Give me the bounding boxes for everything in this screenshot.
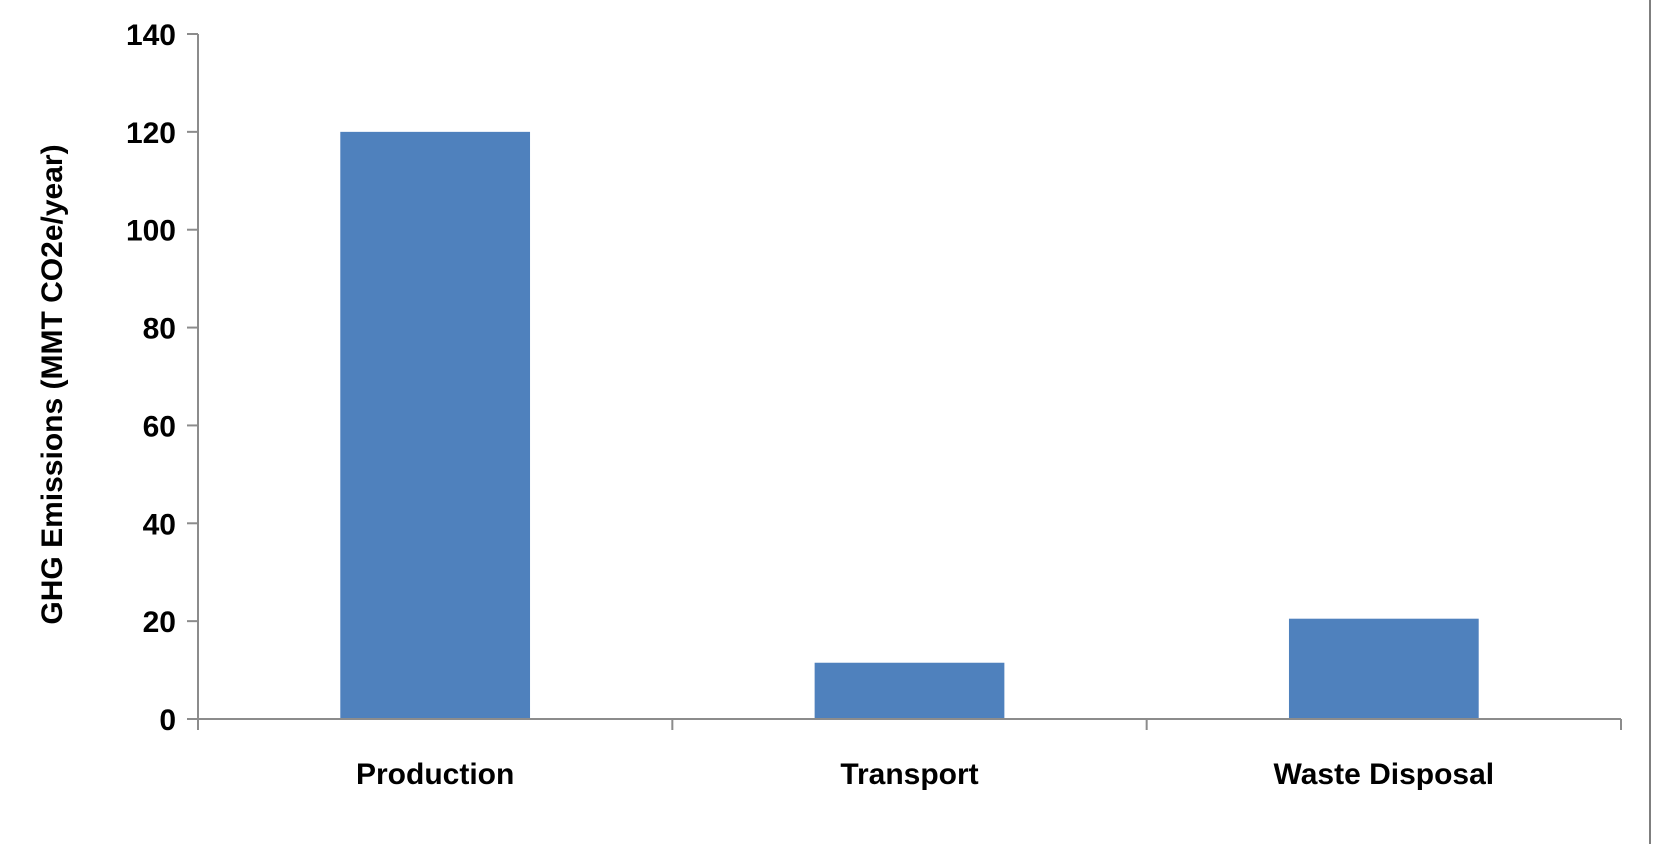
x-tick-label: Production [356,758,514,791]
x-axis-tick-labels: Production Transport Waste Disposal [356,758,1494,791]
y-axis-tick-labels: 0 20 40 60 80 100 120 140 [126,19,176,737]
y-axis-ticks [187,33,198,720]
bar-transport [814,662,1005,719]
x-tick-label: Transport [840,758,978,791]
y-tick-label: 40 [143,508,176,541]
x-tick-label: Waste Disposal [1274,758,1495,791]
bar-waste-disposal [1288,618,1479,719]
x-axis-ticks [197,719,1622,730]
y-tick-label: 100 [126,215,176,248]
y-tick-label: 140 [126,19,176,52]
y-tick-label: 20 [143,606,176,639]
bars-group [340,131,1479,719]
bar-production [340,131,531,719]
y-tick-label: 0 [159,704,176,737]
y-tick-label: 80 [143,313,176,346]
y-tick-label: 60 [143,410,176,443]
y-tick-label: 120 [126,117,176,150]
y-axis-title: GHG Emissions (MMT CO2e/year) [36,144,69,624]
